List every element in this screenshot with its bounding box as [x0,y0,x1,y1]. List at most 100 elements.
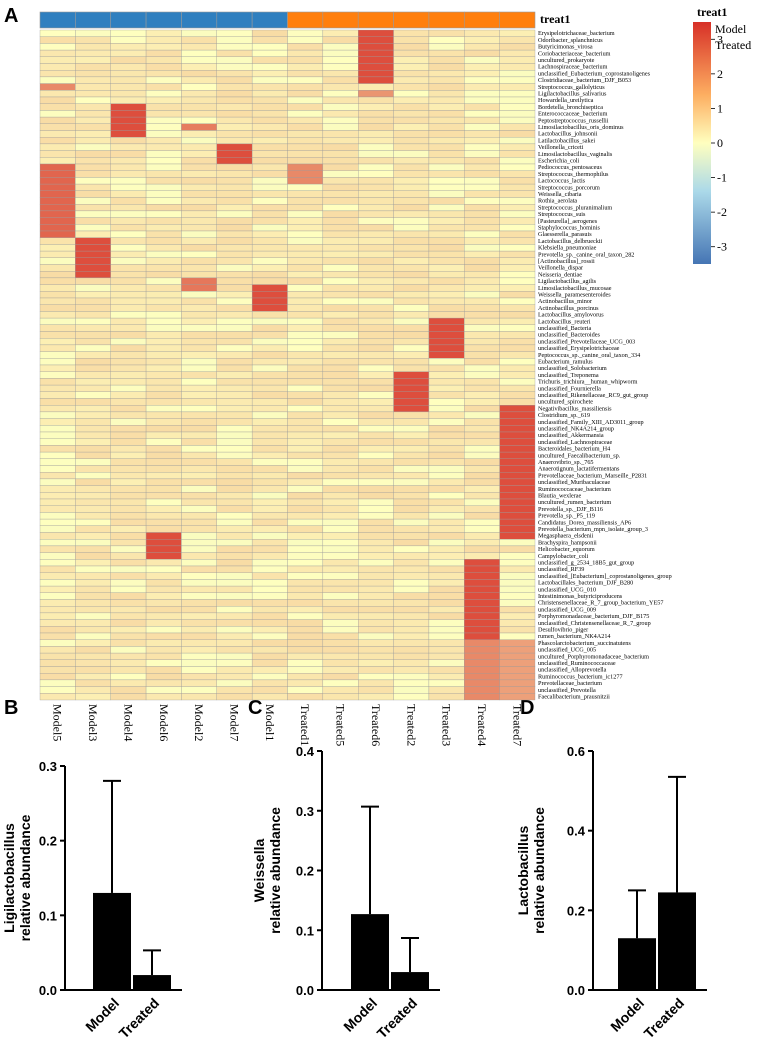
row-label: Brachyspira_hampsonii [538,539,597,546]
heatmap-cell [216,619,253,627]
heatmap-cell [464,157,500,165]
heatmap-cell [39,190,76,198]
heatmap-cell [464,90,500,98]
heatmap-cell [110,619,147,627]
heatmap-cell [39,324,76,332]
heatmap-cell [499,652,536,660]
heatmap-cell [110,110,147,118]
heatmap-cell [110,405,147,413]
heatmap-cell [39,679,76,687]
heatmap-cell [181,96,217,104]
row-label: Ruminococcus_bacterium_ic1277 [538,673,623,680]
heatmap-cell [181,264,217,272]
row-label: unclassified_Solobacterium [538,365,607,372]
heatmap-cell [181,425,217,433]
heatmap-cell [322,271,359,279]
heatmap-cell [499,666,536,674]
heatmap-cells [39,29,536,701]
heatmap-cell [393,599,430,607]
heatmap-cell [75,224,111,232]
heatmap-cell [39,177,76,185]
heatmap-cell [181,338,217,346]
heatmap-cell [251,351,288,359]
heatmap-cell [181,666,217,674]
heatmap-cell [464,331,500,339]
heatmap-cell [428,445,465,453]
heatmap-cell [358,257,394,265]
annotation-cell-model3 [75,11,112,29]
heatmap-cell [39,116,76,124]
bar-model [351,914,389,990]
y-tick-label: 0.0 [567,983,585,998]
heatmap-cell [287,525,324,533]
heatmap-cell [216,29,253,37]
heatmap-cell [322,90,359,98]
row-label: Ligilactobacillus_salivarius [538,91,607,98]
heatmap-cell [428,271,465,279]
heatmap-cell [499,492,536,500]
heatmap-cell [499,518,536,526]
heatmap-cell [428,150,465,158]
heatmap-cell [110,284,147,292]
heatmap-cell [75,512,111,520]
heatmap-cell [428,679,465,687]
heatmap-cell [499,304,536,312]
row-label: Bordetella_bronchiseptica [538,104,603,111]
row-label: unclassified_Treponema [538,372,599,379]
heatmap-cell [428,250,465,258]
heatmap-cell [428,639,465,647]
row-label: Candidatus_Dorea_massiliensis_AP6 [538,519,631,526]
heatmap-cell [428,157,465,165]
heatmap-cell [145,311,182,319]
heatmap-cell [251,478,288,486]
heatmap-cell [110,204,147,212]
heatmap-cell [75,378,111,386]
heatmap-cell [499,679,536,687]
heatmap-cell [181,599,217,607]
heatmap-cell [358,492,394,500]
heatmap-cell [464,599,500,607]
heatmap-cell [216,659,253,667]
annotation-cell-model2 [181,11,218,29]
heatmap-cell [145,364,182,372]
heatmap-cell [75,177,111,185]
y-axis-label: Weissella [251,839,267,903]
heatmap-cell [75,324,111,332]
heatmap-cell [358,110,394,118]
row-label: Staphylococcus_hominis [538,225,600,232]
heatmap-cell [499,36,536,44]
heatmap-cell [145,686,182,694]
heatmap-cell [216,673,253,681]
row-label: Anaerovibrio_sp._765 [538,459,594,466]
heatmap-cell [464,324,500,332]
row-label: Prevotella_sp._canine_oral_taxon_282 [538,251,634,258]
heatmap-cell [358,512,394,520]
heatmap-cell [181,579,217,587]
heatmap-cell [287,358,324,366]
heatmap-cell [75,425,111,433]
heatmap-cell [287,284,324,292]
color-scale-tick-label: 2 [717,67,723,81]
heatmap-cell [110,257,147,265]
heatmap-cell [75,291,111,299]
row-label: Escherichia_coli [538,158,580,165]
row-label: Enterococcaceae_bacterium [538,111,608,118]
heatmap-cell [393,431,430,439]
heatmap-cell [322,552,359,560]
category-label-treated: Treated [374,995,421,1042]
heatmap-cell [39,63,76,71]
heatmap-cell [322,431,359,439]
heatmap-cell [181,458,217,466]
heatmap-cell [287,177,324,185]
heatmap-cell [287,619,324,627]
heatmap-cell [145,572,182,580]
heatmap-cell [181,478,217,486]
heatmap-cell [110,150,147,158]
heatmap-cell [110,344,147,352]
heatmap-cell [110,358,147,366]
heatmap-cell [358,244,394,252]
heatmap-cell [145,338,182,346]
heatmap-cell [110,324,147,332]
heatmap-cell [358,130,394,138]
heatmap-cell [499,659,536,667]
